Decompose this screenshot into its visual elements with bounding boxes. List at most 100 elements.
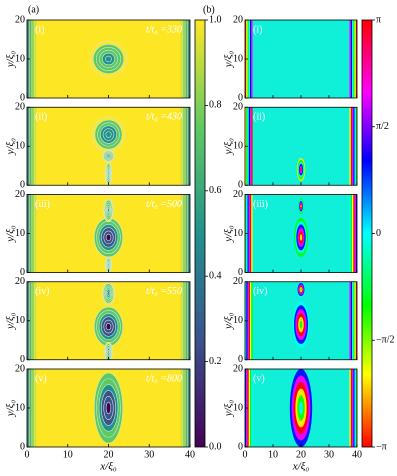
edge-stripe <box>250 281 252 360</box>
y-tick-label: 0 <box>20 354 25 365</box>
edge-stripe <box>353 20 355 98</box>
y-tick-label: 20 <box>233 189 243 200</box>
vortex-layer <box>107 154 110 158</box>
x-tick-label: 20 <box>296 449 306 460</box>
time-label: t/t₀ =430 <box>146 112 182 123</box>
x-axis-label: x/ξ₀ <box>99 461 117 473</box>
x-tick-label: 10 <box>268 449 278 460</box>
y-axis-label: y/ξ₀ <box>223 400 235 418</box>
edge-stripe <box>353 369 355 447</box>
x-tick-label: 40 <box>185 449 195 460</box>
vortex-layer <box>107 291 110 296</box>
time-label: t/t₀ =330 <box>146 24 182 35</box>
y-tick-label: 10 <box>15 228 25 239</box>
y-tick-label: 20 <box>233 14 243 25</box>
vortex-layer <box>105 131 112 138</box>
edge-stripe <box>353 107 355 186</box>
colorbar-tick-label: π/2 <box>376 121 389 132</box>
y-tick-label: 10 <box>233 402 243 413</box>
y-tick-label: 10 <box>15 315 25 326</box>
y-tick-label: 10 <box>233 53 243 64</box>
row-label: (iv) <box>253 286 267 297</box>
colorbar-tick-label: π <box>376 14 381 25</box>
edge-stripe <box>250 20 252 98</box>
panel-label: (a) <box>28 4 39 15</box>
edge-stripe <box>355 369 357 447</box>
heatmap <box>27 281 190 360</box>
time-label: t/t₀ =800 <box>146 373 182 384</box>
edge-stripe <box>247 194 249 273</box>
y-tick-label: 0 <box>238 92 243 103</box>
y-axis-label: y/ξ₀ <box>5 51 17 69</box>
edge-stripe <box>351 20 354 98</box>
colorbar-tick-label: 0 <box>376 228 381 239</box>
edge-stripe <box>351 281 354 360</box>
y-axis-label: y/ξ₀ <box>5 400 17 418</box>
y-tick-label: 20 <box>233 102 243 113</box>
y-tick-label: 10 <box>233 228 243 239</box>
y-tick-label: 0 <box>20 441 25 452</box>
row-label: (v) <box>35 373 47 384</box>
colorbar-tick-label: 1.0 <box>209 14 222 25</box>
edge-stripe <box>354 281 356 360</box>
row-label: (ii) <box>253 112 265 123</box>
y-axis-label: y/ξ₀ <box>223 51 235 69</box>
y-tick-label: 20 <box>15 276 25 287</box>
colorbar-tick-label: 0.8 <box>209 100 222 111</box>
y-tick-label: 0 <box>20 180 25 191</box>
edge-stripe <box>251 194 253 273</box>
colorbar-tick-label: −π/2 <box>376 335 394 346</box>
colorbar-tick-label: 0.0 <box>209 441 222 452</box>
y-tick-label: 0 <box>238 354 243 365</box>
x-tick-label: 0 <box>243 449 248 460</box>
edge-stripe <box>351 369 354 447</box>
vortex-layer <box>107 207 110 213</box>
colorbar-tick-label: 0.6 <box>209 185 222 196</box>
row-label: (iii) <box>253 199 268 210</box>
row-label: (iv) <box>35 286 49 297</box>
phase-layer <box>300 204 302 208</box>
y-tick-label: 10 <box>233 315 243 326</box>
vortex-layer <box>105 233 112 241</box>
y-axis-label: y/ξ₀ <box>223 225 235 243</box>
row-label: (ii) <box>35 112 47 123</box>
heatmap <box>245 20 357 98</box>
edge-stripe <box>350 20 352 98</box>
edge-stripe <box>354 107 356 186</box>
edge-stripe <box>247 107 249 186</box>
y-axis-label: y/ξ₀ <box>5 312 17 330</box>
row-label: (v) <box>253 373 265 384</box>
row-label: (i) <box>35 24 44 35</box>
edge-stripe <box>250 107 252 186</box>
vortex-layer <box>107 171 110 176</box>
y-axis-label: y/ξ₀ <box>223 312 235 330</box>
edge-stripe <box>351 107 354 186</box>
y-tick-label: 20 <box>233 276 243 287</box>
x-tick-label: 20 <box>104 449 114 460</box>
edge-stripe <box>354 194 356 273</box>
y-tick-label: 0 <box>20 267 25 278</box>
edge-stripe <box>247 281 249 360</box>
heatmap <box>27 20 190 98</box>
colorbar <box>361 19 373 448</box>
edge-stripe <box>248 20 251 98</box>
y-axis-label: y/ξ₀ <box>223 138 235 156</box>
panel-label: (b) <box>203 4 215 15</box>
x-tick-label: 10 <box>63 449 73 460</box>
phase-layer <box>299 401 303 415</box>
edge-stripe <box>247 20 249 98</box>
x-tick-label: 0 <box>25 449 30 460</box>
y-tick-label: 20 <box>15 189 25 200</box>
y-tick-label: 0 <box>238 180 243 191</box>
edge-stripe <box>349 369 351 447</box>
x-tick-label: 30 <box>324 449 334 460</box>
y-tick-label: 20 <box>233 363 243 374</box>
y-tick-label: 20 <box>15 102 25 113</box>
vortex-layer <box>107 350 110 354</box>
edge-stripe <box>349 107 351 186</box>
colorbar <box>194 19 206 448</box>
y-tick-label: 10 <box>233 141 243 152</box>
edge-stripe <box>349 281 351 360</box>
phase-layer <box>300 167 302 172</box>
